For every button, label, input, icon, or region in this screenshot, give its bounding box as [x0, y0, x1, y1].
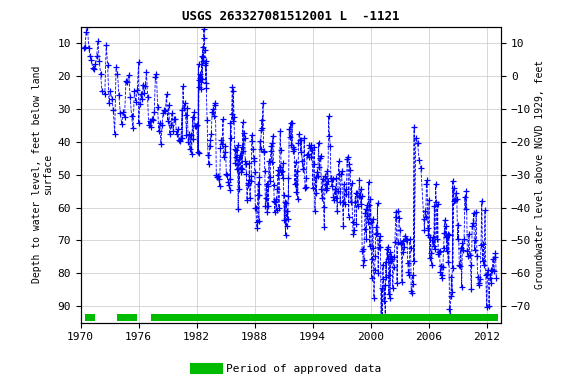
Legend: Period of approved data: Period of approved data: [191, 359, 385, 379]
Title: USGS 263327081512001 L  -1121: USGS 263327081512001 L -1121: [182, 10, 400, 23]
Bar: [151, 314, 498, 321]
Y-axis label: Depth to water level, feet below land
surface: Depth to water level, feet below land su…: [32, 66, 53, 283]
Bar: [118, 314, 137, 321]
Y-axis label: Groundwater level above NGVD 1929, feet: Groundwater level above NGVD 1929, feet: [535, 60, 545, 289]
Bar: [85, 314, 95, 321]
